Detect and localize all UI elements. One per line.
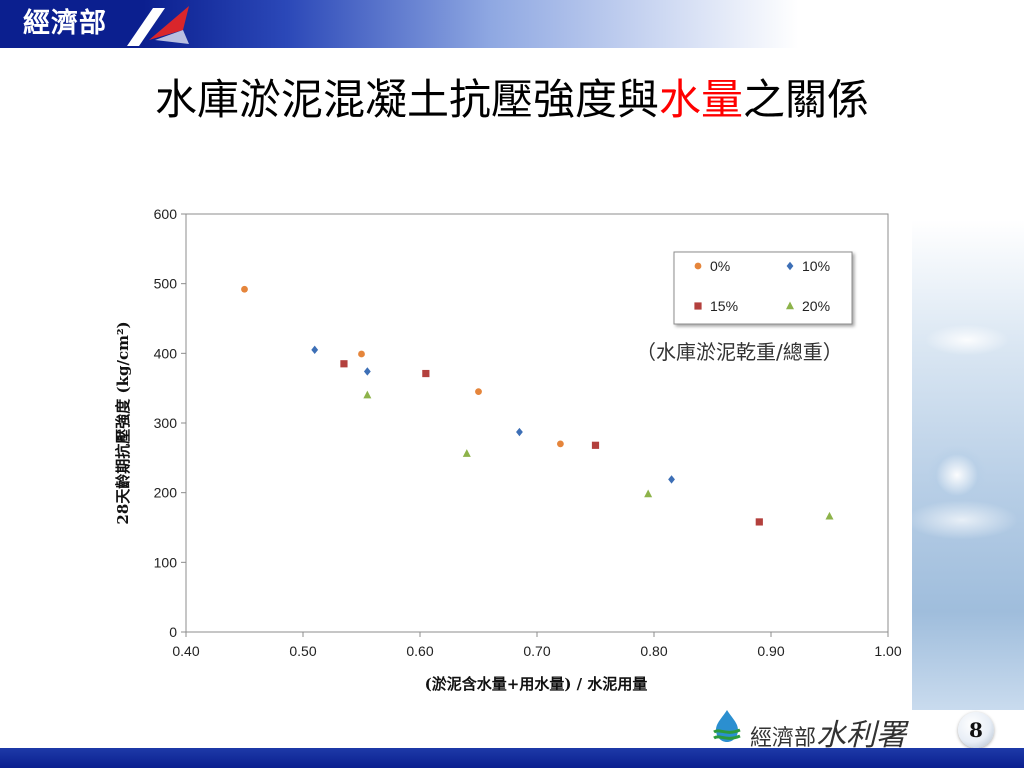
footer-logo: 經濟部水利署 <box>708 708 940 753</box>
ministry-logo: 經濟部 <box>0 0 130 48</box>
data-point-15pct <box>591 441 600 449</box>
legend-marker-0pct <box>694 262 702 270</box>
legend: 0% 10% 15% 20% <box>673 251 853 325</box>
data-point-20pct <box>825 511 834 520</box>
legend-marker-20pct <box>786 301 794 310</box>
legend-label: 20% <box>802 298 830 314</box>
title-part-3: 之關係 <box>743 75 870 124</box>
data-point-10pct <box>668 475 675 484</box>
data-point-15pct <box>340 360 348 368</box>
data-point-20pct <box>644 489 653 498</box>
water-droplet-decoration <box>912 220 1024 710</box>
y-tick-label: 600 <box>154 206 178 222</box>
data-point-15pct <box>755 518 763 526</box>
legend-marker-10pct <box>786 261 794 271</box>
y-tick-label: 400 <box>154 345 178 361</box>
title-part-2-highlight: 水量 <box>658 75 743 124</box>
legend-label: 15% <box>710 298 738 314</box>
data-point-15pct <box>422 369 430 378</box>
y-tick-label: 200 <box>154 485 178 501</box>
y-tick-labels: 0 100 200 300 400 500 600 <box>154 206 178 640</box>
chart-annotation: （水庫淤泥乾重/總重） <box>636 340 843 364</box>
legend-marker-15pct <box>694 302 702 310</box>
legend-box <box>673 251 853 325</box>
page-number-badge: 8 <box>958 712 994 748</box>
x-tick-label: 0.40 <box>172 643 199 659</box>
footer-org-name: 經濟部水利署 <box>750 710 906 754</box>
x-tick-label: 1.00 <box>874 643 901 659</box>
y-axis-label: 28天齡期抗壓強度 (kg/cm²) <box>114 321 132 524</box>
legend-label: 0% <box>710 258 730 274</box>
data-point-0pct <box>557 440 564 448</box>
data-points <box>241 285 834 526</box>
x-tick-label: 0.50 <box>289 643 316 659</box>
footer-org-small: 經濟部 <box>750 726 817 751</box>
data-point-0pct <box>241 285 248 293</box>
y-tick-label: 0 <box>169 624 177 640</box>
y-tick-label: 300 <box>154 415 178 431</box>
x-tick-label: 0.70 <box>523 643 550 659</box>
x-tick-label: 0.60 <box>406 643 433 659</box>
scatter-chart: 0 100 200 300 400 500 600 0.40 0.50 0.60 0.70 0.80… <box>114 206 902 693</box>
water-drop-logo-icon <box>713 710 741 742</box>
chart-axes <box>181 213 889 637</box>
data-point-20pct <box>462 449 471 457</box>
y-tick-label: 100 <box>154 554 178 570</box>
slide-title: 水庫淤泥混凝土抗壓強度與水量之關係 <box>0 66 1024 127</box>
data-point-10pct <box>516 427 523 437</box>
x-tick-label: 0.80 <box>640 643 667 659</box>
x-axis-label: (淤泥含水量+用水量) / 水泥用量 <box>425 675 648 693</box>
data-point-0pct <box>358 350 365 358</box>
data-point-20pct <box>363 390 372 399</box>
data-point-10pct <box>363 367 371 376</box>
footer-band <box>0 748 1024 768</box>
title-part-1: 水庫淤泥混凝土抗壓強度與 <box>154 75 659 124</box>
footer-org-big: 水利署 <box>816 718 907 753</box>
legend-label: 10% <box>802 258 830 274</box>
data-point-0pct <box>475 388 482 396</box>
y-tick-label: 500 <box>154 276 178 292</box>
data-point-10pct <box>311 345 319 355</box>
x-tick-labels: 0.40 0.50 0.60 0.70 0.80 0.90 1.00 <box>172 643 901 659</box>
ministry-logo-mark-icon <box>127 6 189 46</box>
x-tick-label: 0.90 <box>757 643 784 659</box>
